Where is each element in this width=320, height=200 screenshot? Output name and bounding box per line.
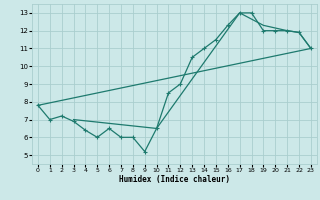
X-axis label: Humidex (Indice chaleur): Humidex (Indice chaleur)	[119, 175, 230, 184]
